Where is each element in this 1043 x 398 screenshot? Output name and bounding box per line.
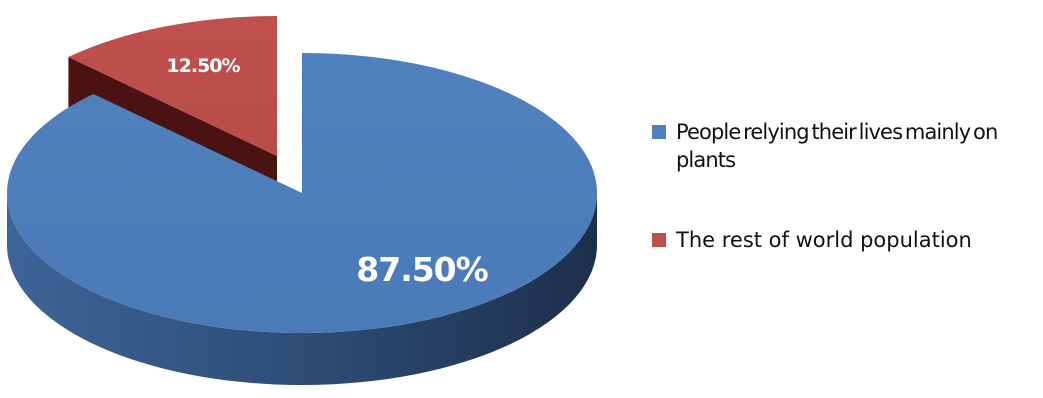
legend-item-rest: The rest of world population (652, 226, 1040, 254)
legend-label-rest: The rest of world population (676, 228, 972, 252)
legend-swatch-red (652, 233, 666, 247)
slice-plants (7, 53, 598, 334)
legend-swatch-blue (652, 125, 666, 139)
slice-rest (68, 16, 278, 156)
data-label-plants: 87.50% (356, 250, 488, 289)
legend-label-plants: People relying their lives mainly on pla… (676, 120, 998, 172)
legend: People relying their lives mainly on pla… (652, 118, 1040, 254)
slice-side-plants (7, 193, 597, 385)
legend-item-plants: People relying their lives mainly on pla… (652, 118, 1040, 174)
data-label-rest: 12.50% (166, 55, 240, 77)
